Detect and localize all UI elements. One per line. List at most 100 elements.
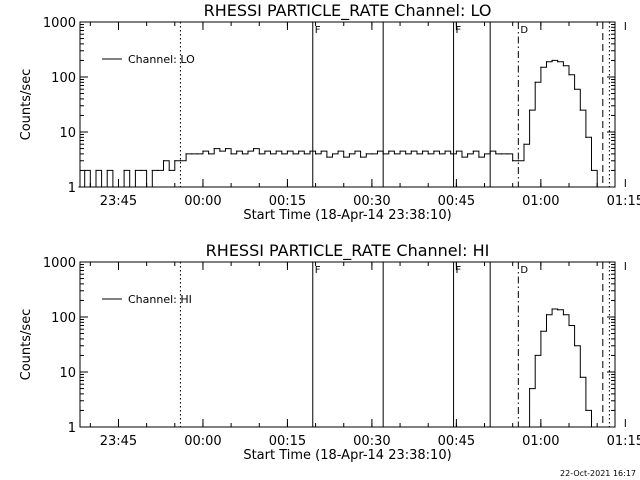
series-line-1 <box>524 308 592 428</box>
data-point <box>557 61 559 63</box>
data-point <box>196 153 198 155</box>
data-point <box>253 147 255 150</box>
x-tick-label: 00:15 <box>269 194 306 209</box>
data-point <box>478 156 480 158</box>
data-point <box>540 66 542 68</box>
data-point <box>219 150 221 152</box>
data-point <box>224 147 227 150</box>
data-point <box>275 150 277 152</box>
data-point <box>326 156 328 158</box>
data-point <box>303 153 305 155</box>
y-tick-label: 100 <box>51 311 76 326</box>
data-point <box>574 88 576 90</box>
data-point <box>376 150 379 152</box>
chart-title: RHESSI PARTICLE_RATE Channel: LO <box>204 1 492 21</box>
y-tick-label: 1000 <box>43 256 76 271</box>
data-point <box>585 409 587 412</box>
data-point <box>568 324 570 327</box>
data-point <box>438 153 441 155</box>
data-point <box>202 150 204 152</box>
data-point <box>512 160 514 162</box>
data-point <box>393 153 396 155</box>
y-tick-label: 100 <box>51 71 76 86</box>
data-point <box>534 81 536 83</box>
data-point <box>410 150 412 152</box>
plot-frame <box>79 21 616 188</box>
y-axis-label: Counts/sec <box>19 309 34 381</box>
data-point <box>258 153 260 155</box>
data-point <box>286 150 289 152</box>
data-point <box>236 150 238 152</box>
data-point <box>574 345 576 347</box>
data-point <box>590 169 593 172</box>
data-point <box>168 169 170 172</box>
data-point <box>579 376 581 378</box>
panel-2: RHESSI PARTICLE_RATE Channel: HI 1 10 100 10… <box>19 241 640 463</box>
x-tick-label: 01:15 <box>607 194 640 209</box>
data-point <box>174 160 176 162</box>
data-point <box>579 109 581 111</box>
data-point <box>320 150 322 152</box>
data-point <box>151 169 153 172</box>
data-point <box>523 143 525 145</box>
marker-label: F <box>456 265 462 276</box>
data-point <box>100 186 103 188</box>
data-point <box>157 169 159 172</box>
data-point <box>517 160 519 162</box>
data-point <box>298 150 300 152</box>
y-tick-label: 1 <box>68 181 76 196</box>
footer-timestamp: 22-Oct-2021 16:17 <box>560 469 636 478</box>
data-point <box>162 160 165 162</box>
data-point <box>596 186 598 188</box>
x-tick-label: 00:00 <box>184 194 221 209</box>
data-point <box>360 156 362 158</box>
marker-label: F <box>315 25 321 36</box>
data-point <box>84 169 86 172</box>
data-point <box>551 308 553 310</box>
y-tick-label: 10 <box>59 366 76 381</box>
data-point <box>247 150 249 152</box>
x-tick-label: 00:15 <box>269 434 306 449</box>
y-axis-label: Counts/sec <box>19 69 34 141</box>
x-tick-label: 00:30 <box>353 194 390 209</box>
data-point <box>433 150 435 152</box>
marker-label: F <box>315 265 321 276</box>
marker-label: D <box>520 265 528 276</box>
data-point <box>371 153 373 155</box>
data-point <box>314 153 317 155</box>
data-point <box>528 387 531 390</box>
data-point <box>568 74 570 76</box>
data-point <box>241 153 243 155</box>
series-line-1 <box>79 59 598 188</box>
x-tick-label: 01:15 <box>607 434 640 449</box>
data-point <box>191 153 193 155</box>
data-point <box>123 169 125 172</box>
x-tick-label: 23:45 <box>100 434 137 449</box>
data-point <box>388 150 390 152</box>
y-tick-label: 10 <box>59 126 76 141</box>
data-point <box>269 153 272 155</box>
data-point <box>106 169 108 172</box>
data-point <box>89 186 91 188</box>
data-point <box>292 153 294 155</box>
data-point <box>399 150 401 152</box>
x-tick-label: 00:30 <box>353 434 390 449</box>
data-point <box>585 136 587 138</box>
marker-label: F <box>456 25 462 36</box>
data-point <box>562 314 564 316</box>
data-point <box>185 153 187 155</box>
data-point <box>545 61 548 63</box>
x-axis-label: Start Time (18-Apr-14 23:38:10) <box>243 208 451 223</box>
data-point <box>230 153 232 155</box>
data-point <box>382 153 384 155</box>
y-tick-label: 1 <box>68 421 76 436</box>
data-point <box>483 153 486 155</box>
x-tick-label: 01:00 <box>522 434 559 449</box>
data-point <box>117 186 120 188</box>
x-tick-label: 00:00 <box>184 434 221 449</box>
x-axis-label: Start Time (18-Apr-14 23:38:10) <box>243 448 451 463</box>
data-point <box>416 153 418 155</box>
data-point <box>140 169 142 172</box>
legend-entry: Channel: LO <box>128 53 195 66</box>
